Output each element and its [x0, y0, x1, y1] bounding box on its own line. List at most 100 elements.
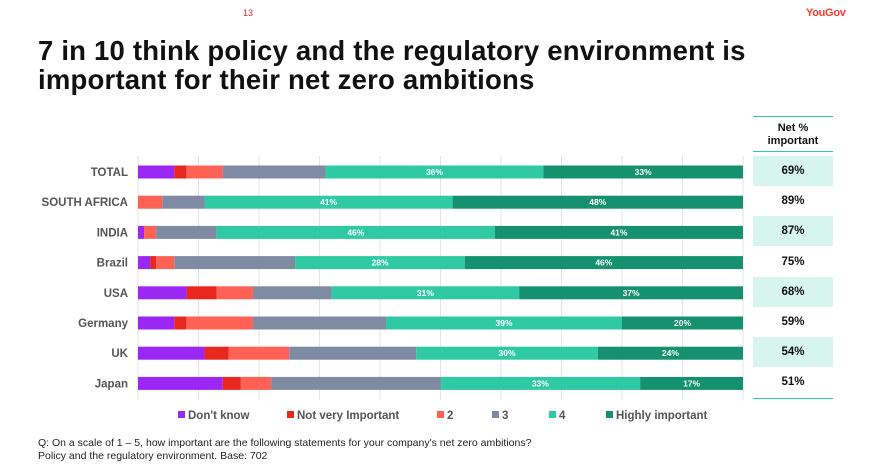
bar-segment — [186, 286, 217, 300]
legend-swatch — [606, 411, 613, 418]
bar-segment — [222, 165, 326, 179]
category-label: UK — [111, 348, 128, 360]
bar-segment — [150, 256, 157, 270]
bar-segment — [138, 286, 187, 300]
net-important-value: 69% — [753, 156, 833, 186]
legend-item: Don't know — [178, 410, 250, 422]
bar-segment — [216, 225, 495, 239]
data-label: 33% — [635, 167, 652, 177]
category-label: Brazil — [97, 258, 128, 270]
legend-label: 3 — [502, 410, 509, 422]
bar-segment — [144, 225, 157, 239]
legend-item: Highly important — [606, 410, 707, 422]
bar-segment — [186, 316, 253, 330]
legend-label: Highly important — [616, 410, 708, 422]
bar-segment — [138, 316, 175, 330]
legend-swatch — [549, 411, 556, 418]
bar-segment — [138, 256, 151, 270]
bar-segment — [386, 316, 622, 330]
net-important-value: 89% — [781, 195, 805, 208]
bar-segment — [174, 165, 187, 179]
bar-segment — [156, 256, 175, 270]
net-important-value: 51% — [781, 376, 805, 389]
data-label: 28% — [371, 258, 388, 268]
footnote-base: Policy and the regulatory environment. B… — [38, 450, 268, 462]
category-label: INDIA — [97, 227, 128, 239]
legend-swatch — [437, 411, 444, 418]
bar-segment — [138, 225, 145, 239]
bar-segment — [186, 165, 223, 179]
data-label: 24% — [662, 348, 679, 358]
category-label: SOUTH AFRICA — [42, 197, 128, 209]
bar-segment — [204, 346, 229, 360]
bar-segment — [289, 346, 417, 360]
legend-swatch — [492, 411, 499, 418]
page-number: 13 — [243, 8, 254, 18]
data-label: 41% — [320, 197, 337, 207]
bar-segment — [440, 376, 641, 390]
bar-segment — [331, 286, 520, 300]
bar-segment — [325, 165, 544, 179]
bar-segment — [138, 195, 163, 209]
data-label: 48% — [589, 197, 606, 207]
bar-segment — [271, 376, 441, 390]
net-important-value: 68% — [753, 276, 833, 307]
footnote: Q: On a scale of 1 – 5, how important ar… — [38, 437, 531, 463]
category-label: Germany — [78, 318, 128, 330]
net-important-header: Net % important — [753, 116, 833, 152]
bar-segment — [138, 346, 205, 360]
bar-segment — [295, 256, 465, 270]
bar-segment — [494, 225, 743, 239]
legend-item: 3 — [492, 410, 508, 422]
bar-segment — [228, 346, 290, 360]
data-label: 33% — [532, 378, 549, 388]
bar-segment — [464, 256, 743, 270]
bar-segment — [416, 346, 598, 360]
bar-segment — [222, 376, 241, 390]
bar-segment — [138, 376, 223, 390]
bar-segment — [597, 346, 743, 360]
bar-segment — [174, 256, 296, 270]
page-title: 7 in 10 think policy and the regulatory … — [38, 35, 746, 95]
net-panel-divider — [753, 398, 833, 399]
bars — [138, 165, 743, 390]
bar-segment — [216, 286, 253, 300]
bar-segment — [519, 286, 743, 300]
legend-label: Not very Important — [297, 410, 400, 422]
data-label: 39% — [496, 318, 513, 328]
data-label: 41% — [610, 227, 627, 237]
legend-item: Not very Important — [287, 410, 399, 422]
net-important-value: 59% — [781, 316, 805, 328]
legend-label: 2 — [447, 410, 454, 422]
data-label: 31% — [417, 288, 434, 298]
bar-segment — [156, 225, 217, 239]
footnote-question: Q: On a scale of 1 – 5, how important ar… — [38, 437, 532, 449]
bar-segment — [174, 316, 187, 330]
data-label: 30% — [499, 348, 516, 358]
yougov-logo: YouGov — [806, 7, 846, 19]
gridlines — [137, 156, 744, 400]
legend-swatch — [287, 411, 294, 418]
legend: Don't know Not very Important 2 3 4 Highly im… — [0, 410, 883, 424]
category-label: USA — [104, 288, 128, 300]
data-label: 36% — [426, 167, 443, 177]
legend-item: 2 — [437, 410, 453, 422]
data-label: 37% — [623, 288, 640, 298]
data-label: 17% — [683, 378, 700, 388]
category-label: TOTAL — [91, 167, 128, 179]
legend-item: 4 — [549, 410, 565, 422]
data-label: 46% — [347, 227, 364, 237]
data-labels: 36% 33% 41% 48% 46% 41% 28% 46% 31% 37% 39% 20% 30% 2… — [320, 167, 700, 388]
bar-segment — [162, 195, 205, 209]
legend-label: 4 — [559, 410, 566, 422]
category-label: Japan — [95, 378, 128, 390]
bar-segment — [204, 195, 453, 209]
bar-segment — [252, 316, 387, 330]
legend-label: Don't know — [188, 410, 250, 422]
bar-segment — [622, 316, 743, 330]
bar-segment — [252, 286, 332, 300]
bar-segment — [240, 376, 272, 390]
legend-swatch — [178, 411, 185, 418]
data-label: 20% — [674, 318, 691, 328]
